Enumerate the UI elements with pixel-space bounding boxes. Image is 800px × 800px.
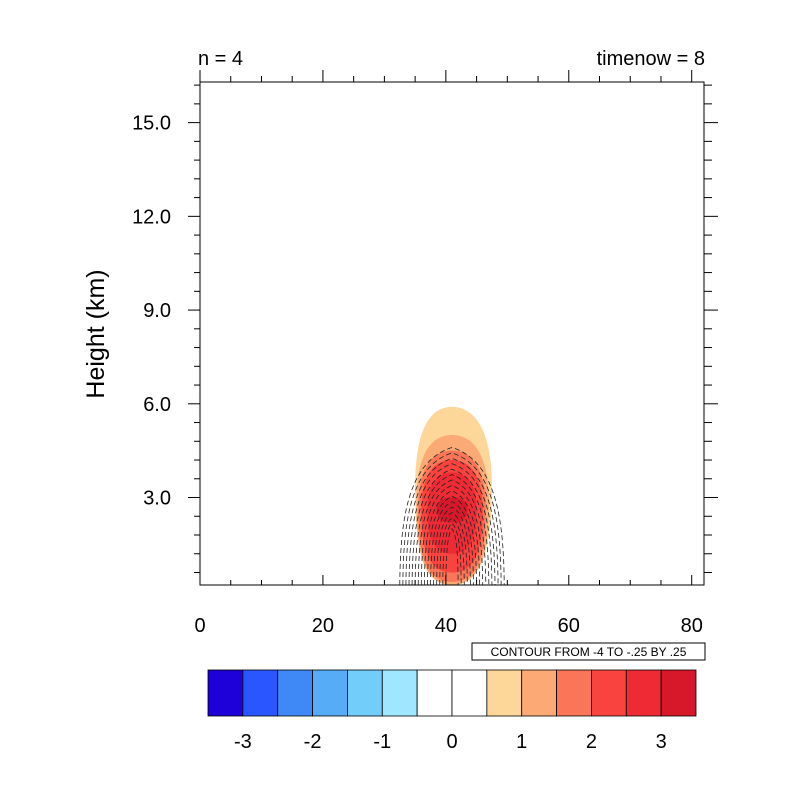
colorbar-label: 2 bbox=[586, 731, 597, 753]
colorbar-label: 0 bbox=[446, 731, 457, 753]
colorbar-swatch bbox=[451, 669, 488, 717]
colorbar-label: -1 bbox=[373, 731, 391, 753]
contour-line--2.25 bbox=[423, 490, 481, 585]
shaded-field bbox=[415, 406, 492, 585]
colorbar-label: -3 bbox=[234, 731, 252, 753]
colorbar-swatch bbox=[312, 669, 348, 717]
colorbar-swatch bbox=[381, 669, 418, 717]
colorbar-swatch bbox=[242, 669, 279, 717]
contour-line--0.25 bbox=[399, 447, 505, 585]
contour-line--1.50 bbox=[414, 474, 490, 585]
y-tick-label: 15.0 bbox=[132, 113, 171, 135]
colorbar-label: -2 bbox=[304, 731, 322, 753]
x-tick-label: 20 bbox=[312, 615, 334, 637]
colorbar-swatch bbox=[556, 669, 592, 717]
plot-frame bbox=[199, 81, 705, 586]
contour-line--3.75 bbox=[442, 522, 462, 585]
colorbar-swatch bbox=[277, 669, 313, 717]
colorbar-swatch bbox=[521, 669, 557, 717]
colorbar-swatch bbox=[625, 669, 662, 717]
contour-line--2.00 bbox=[420, 485, 484, 585]
contour-info-text: CONTOUR FROM -4 TO -.25 BY .25 bbox=[491, 645, 687, 659]
contour-line--2.75 bbox=[430, 501, 474, 585]
y-axis-label: Height (km) bbox=[82, 269, 110, 398]
y-tick-label: 9.0 bbox=[143, 300, 171, 322]
contour-line--3.00 bbox=[433, 506, 471, 585]
title-right: timenow = 8 bbox=[597, 48, 705, 70]
colorbar-label: 1 bbox=[516, 731, 527, 753]
colorbar-swatch bbox=[591, 669, 627, 717]
colorbar: -3 -2 -1 0 1 2 3 bbox=[207, 669, 697, 753]
y-tick-label: 6.0 bbox=[143, 394, 171, 416]
x-tick-label: 0 bbox=[194, 615, 205, 637]
contour-line--3.25 bbox=[436, 512, 468, 585]
y-tick-label: 12.0 bbox=[132, 206, 171, 228]
colorbar-swatch bbox=[660, 669, 697, 717]
contour-info-box bbox=[471, 642, 706, 661]
colorbar-swatch bbox=[416, 669, 453, 717]
contour-line--1.25 bbox=[411, 468, 493, 585]
contour-line--2.50 bbox=[427, 495, 477, 585]
y-tick-label: 3.0 bbox=[143, 488, 171, 510]
contour-line--4.00 bbox=[445, 528, 459, 585]
axes: 0 20 40 60 80 3.0 6.0 9.0 12.0 15.0 bbox=[132, 70, 718, 637]
colorbar-swatch bbox=[486, 669, 523, 717]
contour-line--0.75 bbox=[405, 457, 499, 585]
contour-line--0.50 bbox=[402, 452, 502, 585]
dashed-contours bbox=[399, 447, 505, 585]
field-level-3 bbox=[436, 497, 468, 523]
x-tick-label: 40 bbox=[435, 615, 457, 637]
contour-line--1.75 bbox=[417, 479, 487, 585]
colorbar-swatch bbox=[347, 669, 383, 717]
colorbar-swatch bbox=[207, 669, 244, 717]
x-tick-label: 80 bbox=[681, 615, 703, 637]
colorbar-label: 3 bbox=[656, 731, 667, 753]
contour-line--1.00 bbox=[408, 463, 496, 585]
title-left: n = 4 bbox=[198, 48, 243, 70]
x-tick-label: 60 bbox=[558, 615, 580, 637]
